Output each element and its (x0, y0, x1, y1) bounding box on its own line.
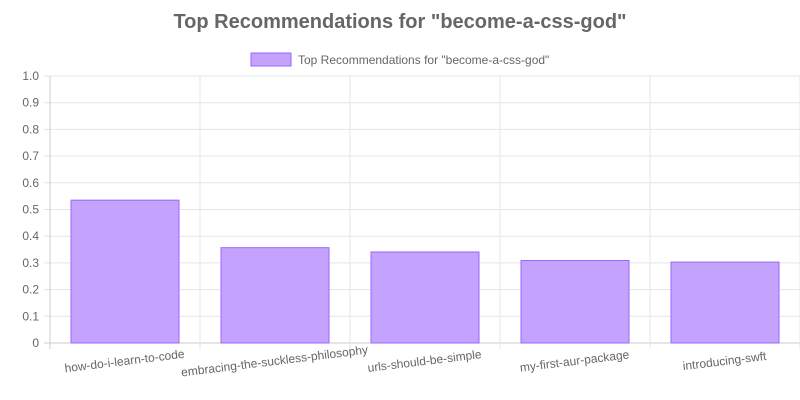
y-tick-label: 1.0 (22, 69, 39, 83)
y-tick-label: 0.6 (22, 176, 39, 190)
y-tick-label: 0.7 (22, 149, 39, 163)
bar[interactable] (670, 261, 780, 344)
legend[interactable]: Top Recommendations for "become-a-css-go… (250, 52, 549, 67)
y-tick-label: 0.8 (22, 122, 39, 136)
y-tick-label: 0.1 (22, 309, 39, 323)
y-tick-label: 0 (32, 336, 39, 350)
x-tick-label: embracing-the-suckless-philosophy (180, 343, 368, 380)
x-tick-label: how-do-i-learn-to-code (64, 347, 186, 376)
y-tick-label: 0.4 (22, 229, 39, 243)
y-tick-label: 0.2 (22, 283, 39, 297)
y-tick-label: 0.9 (22, 96, 39, 110)
y-tick-label: 0.5 (22, 203, 39, 217)
bar[interactable] (370, 251, 480, 344)
y-tick-label: 0.3 (22, 256, 39, 270)
bar[interactable] (70, 199, 180, 344)
bars (70, 199, 780, 344)
chart-title: Top Recommendations for "become-a-css-go… (173, 11, 626, 33)
bar[interactable] (520, 259, 630, 344)
bar[interactable] (220, 247, 330, 344)
legend-swatch[interactable] (250, 52, 292, 67)
legend-label[interactable]: Top Recommendations for "become-a-css-go… (298, 53, 549, 67)
y-axis: 0 0.1 0.2 0.3 0.4 0.5 0.6 0.7 0.8 0.9 1.0 (22, 69, 39, 350)
x-axis: how-do-i-learn-to-codeembracing-the-suck… (64, 343, 768, 380)
x-tick-label: introducing-swft (682, 349, 768, 373)
x-tick-label: urls-should-be-simple (367, 347, 483, 375)
x-tick-label: my-first-aur-package (519, 347, 630, 374)
